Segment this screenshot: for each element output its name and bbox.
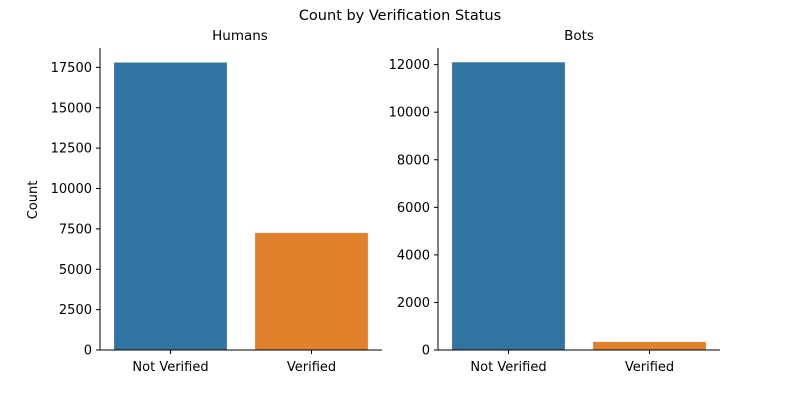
axes-spines-bots	[437, 48, 720, 351]
x-tick-label: Verified	[287, 360, 336, 375]
y-tick-label: 10000	[51, 182, 92, 197]
x-tick-label: Not Verified	[132, 360, 208, 375]
x-tick-label: Not Verified	[470, 360, 546, 375]
y-tick-label: 2500	[59, 303, 92, 318]
x-ticks-bots: Not Verified Verified	[470, 350, 674, 375]
x-tick-label: Verified	[625, 360, 674, 375]
bars-humans	[114, 62, 368, 350]
y-tick-label: 17500	[51, 61, 92, 76]
y-tick-label: 7500	[59, 222, 92, 237]
y-axis-label-humans: Count	[26, 181, 41, 220]
subplot-humans: Humans Count 0 2500 5000 7500 10000 12500 1500…	[26, 28, 382, 375]
axes-spines-humans	[99, 48, 382, 351]
subplot-title-bots: Bots	[564, 28, 594, 44]
bar-humans-verified	[255, 232, 368, 350]
bar-bots-not-verified	[452, 62, 565, 351]
subplot-title-humans: Humans	[212, 28, 268, 44]
subplot-bots: Bots 0 2000 4000 6000 8000 10000 12000 Not Ver…	[389, 28, 720, 375]
y-tick-label: 15000	[51, 101, 92, 116]
y-tick-label: 12500	[51, 142, 92, 157]
y-tick-label: 8000	[397, 153, 430, 168]
y-tick-label: 10000	[389, 106, 430, 121]
bar-humans-not-verified	[114, 62, 227, 350]
figure-suptitle: Count by Verification Status	[299, 8, 501, 24]
bars-bots	[452, 62, 706, 351]
y-tick-label: 2000	[397, 296, 430, 311]
y-tick-label: 0	[422, 344, 430, 359]
y-tick-label: 4000	[397, 248, 430, 263]
y-tick-label: 0	[84, 344, 92, 359]
y-ticks-humans: 0 2500 5000 7500 10000 12500 15000 17500	[51, 61, 100, 359]
bar-bots-verified	[593, 341, 706, 350]
y-tick-label: 6000	[397, 201, 430, 216]
x-ticks-humans: Not Verified Verified	[132, 350, 336, 375]
y-ticks-bots: 0 2000 4000 6000 8000 10000 12000	[389, 58, 438, 359]
y-tick-label: 12000	[389, 58, 430, 73]
y-tick-label: 5000	[59, 263, 92, 278]
